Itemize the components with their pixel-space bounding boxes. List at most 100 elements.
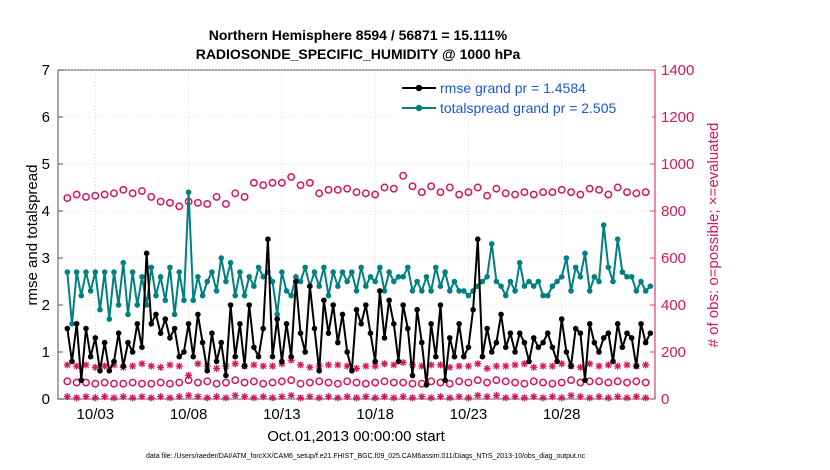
obs-evaluated-marker xyxy=(483,393,491,401)
legend-rmse-label: rmse grand pr = 1.4584 xyxy=(440,80,586,96)
rmse-point xyxy=(129,349,136,355)
obs-evaluated-marker xyxy=(371,394,379,402)
totalspread-point xyxy=(213,288,220,294)
obs-possible-marker xyxy=(371,378,380,387)
obs-possible-marker xyxy=(632,377,641,386)
rmse-point xyxy=(232,353,239,360)
totalspread-point xyxy=(218,255,225,261)
y-left-tick-label: 3 xyxy=(42,250,50,267)
obs-evaluated-marker xyxy=(390,394,398,402)
rmse-point xyxy=(633,363,640,369)
obs-possible-marker xyxy=(436,188,445,197)
totalspread-point xyxy=(591,274,598,280)
totalspread-point xyxy=(498,283,504,290)
obs-evaluated-marker xyxy=(427,394,435,402)
obs-evaluated-marker xyxy=(502,362,510,370)
obs-possible-marker xyxy=(240,378,249,387)
chart-title: Northern Hemisphere 8594 / 56871 = 15.11… xyxy=(209,27,508,43)
totalspread-point xyxy=(358,264,364,271)
rmse-point xyxy=(498,311,504,318)
rmse-point xyxy=(199,339,206,346)
obs-evaluated-marker xyxy=(231,360,239,368)
totalspread-point xyxy=(344,278,350,285)
totalspread-point xyxy=(372,278,378,285)
rmse-point xyxy=(274,316,281,322)
rmse-point xyxy=(162,316,169,322)
rmse-point xyxy=(293,278,299,285)
totalspread-point xyxy=(325,292,332,299)
totalspread-point xyxy=(563,255,570,261)
obs-possible-marker xyxy=(324,185,333,194)
obs-evaluated-marker xyxy=(231,391,239,399)
totalspread-point xyxy=(554,278,560,285)
totalspread-point xyxy=(451,278,458,285)
obs-possible-marker xyxy=(595,185,603,194)
obs-possible-marker xyxy=(529,190,538,199)
obs-possible-marker xyxy=(268,378,277,387)
rmse-point xyxy=(568,363,574,369)
obs-evaluated-marker xyxy=(110,394,118,402)
rmse-point xyxy=(111,358,117,365)
rmse-point xyxy=(218,339,225,346)
totalspread-point xyxy=(465,292,472,299)
totalspread-point xyxy=(405,264,411,271)
rmse-point xyxy=(423,382,430,388)
rmse-point xyxy=(316,368,322,374)
obs-evaluated-marker xyxy=(343,393,351,401)
x-tick-label: 10/08 xyxy=(170,406,208,423)
totalspread-point xyxy=(237,269,243,275)
obs-evaluated-marker xyxy=(520,360,528,368)
totalspread-point xyxy=(540,292,546,299)
obs-possible-marker xyxy=(576,190,585,199)
totalspread-point xyxy=(204,278,211,285)
obs-evaluated-marker xyxy=(129,394,137,402)
rmse-point xyxy=(101,339,108,346)
obs-evaluated-marker xyxy=(492,362,500,370)
totalspread-point xyxy=(414,278,420,285)
grid-layer xyxy=(58,69,655,400)
totalspread-point xyxy=(167,264,173,271)
obs-possible-marker xyxy=(147,379,156,388)
totalspread-point xyxy=(624,274,630,280)
totalspread-point xyxy=(279,269,285,275)
rmse-point xyxy=(283,321,290,327)
chart-subtitle: RADIOSONDE_SPECIFIC_HUMIDITY @ 1000 hPa xyxy=(196,46,521,62)
rmse-point xyxy=(335,339,341,346)
totalspread-point xyxy=(87,288,94,294)
obs-evaluated-marker xyxy=(604,394,612,402)
totalspread-point xyxy=(97,306,103,313)
obs-possible-marker xyxy=(613,377,622,386)
axis-layer: 0 1 2 3 4 5 6 7 0 200 400 600 800 1000 1200 1400 10/03 10… xyxy=(42,62,695,423)
rmse-point xyxy=(493,339,500,346)
obs-possible-marker xyxy=(520,379,529,388)
totalspread-point xyxy=(143,302,150,308)
obs-evaluated-marker xyxy=(250,361,258,369)
obs-evaluated-marker xyxy=(73,362,81,370)
rmse-point xyxy=(442,377,448,384)
obs-evaluated-marker xyxy=(539,394,547,402)
totalspread-point xyxy=(628,274,635,280)
totalspread-point xyxy=(521,283,528,290)
obs-evaluated-marker xyxy=(147,362,155,370)
obs-possible-marker xyxy=(203,377,212,386)
obs-evaluated-marker xyxy=(362,362,370,370)
totalspread-point xyxy=(78,292,85,299)
rmse-point xyxy=(451,353,458,360)
rmse-point xyxy=(213,358,220,365)
obs-possible-marker xyxy=(110,379,118,388)
y-right-tick-label: 0 xyxy=(661,391,669,408)
obs-possible-marker xyxy=(501,189,510,198)
y-right-tick-label: 1000 xyxy=(661,156,694,173)
obs-possible-marker xyxy=(128,189,137,198)
rmse-point xyxy=(591,339,598,346)
legend-rmse-marker xyxy=(415,84,423,92)
obs-evaluated-marker xyxy=(101,393,109,401)
rmse-point xyxy=(558,316,565,322)
totalspread-point xyxy=(479,278,486,285)
rmse-point xyxy=(418,339,425,346)
obs-evaluated-marker xyxy=(194,360,202,368)
obs-possible-marker xyxy=(389,378,398,387)
rmse-point xyxy=(353,306,360,313)
obs-possible-marker xyxy=(165,198,174,207)
rmse-point xyxy=(610,358,616,365)
